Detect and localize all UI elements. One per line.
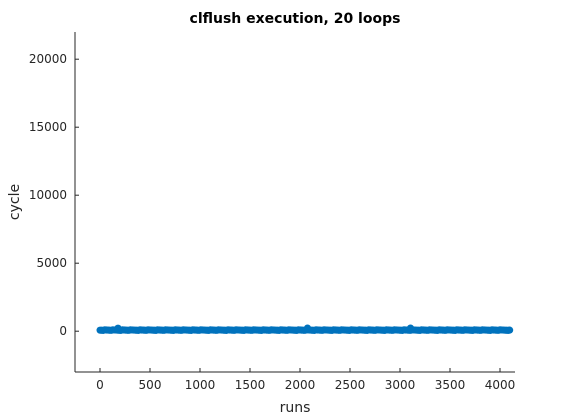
x-tick-label: 2500 bbox=[335, 378, 366, 392]
x-tick-label: 1000 bbox=[185, 378, 216, 392]
x-axis-label: runs bbox=[280, 400, 311, 416]
x-axis-ticks: 0 500 1000 1500 2000 2500 3000 3500 4000 bbox=[96, 368, 515, 392]
y-tick-label: 20000 bbox=[29, 52, 67, 66]
x-tick-label: 500 bbox=[139, 378, 162, 392]
y-axis-ticks: 0 5000 10000 15000 20000 bbox=[29, 52, 79, 338]
outlier-point bbox=[406, 324, 415, 332]
x-tick-label: 1500 bbox=[235, 378, 266, 392]
x-tick-label: 3500 bbox=[435, 378, 466, 392]
x-tick-label: 0 bbox=[96, 378, 104, 392]
outlier-point bbox=[303, 324, 312, 332]
x-tick-label: 2000 bbox=[285, 378, 316, 392]
y-axis-label: cycle bbox=[7, 184, 23, 220]
data-point bbox=[506, 326, 514, 334]
y-tick-label: 15000 bbox=[29, 120, 67, 134]
y-tick-label: 0 bbox=[59, 324, 67, 338]
outlier-point bbox=[114, 324, 122, 332]
chart-title: clflush execution, 20 loops bbox=[190, 11, 401, 27]
y-tick-label: 5000 bbox=[36, 256, 67, 270]
axes-box bbox=[74, 32, 515, 373]
y-tick-label: 10000 bbox=[29, 188, 67, 202]
series-points bbox=[96, 324, 514, 334]
plot-area bbox=[96, 324, 514, 334]
x-tick-label: 3000 bbox=[385, 378, 416, 392]
x-tick-label: 4000 bbox=[485, 378, 516, 392]
